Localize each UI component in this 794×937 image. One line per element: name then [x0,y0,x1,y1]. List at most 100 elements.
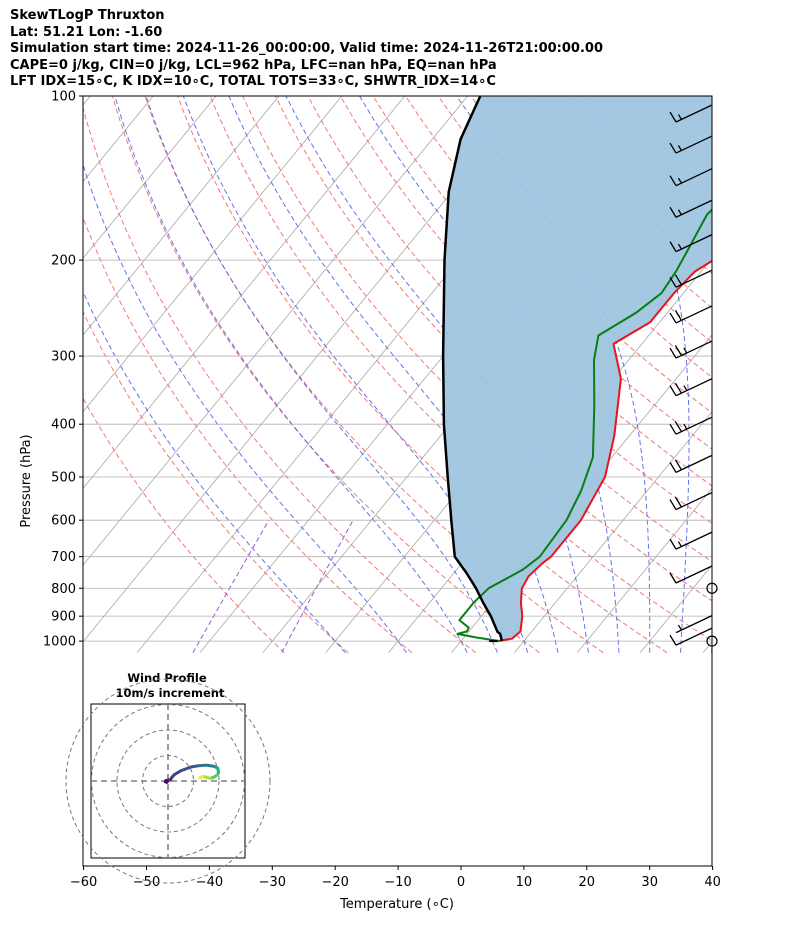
wind-barb [669,627,713,646]
moist-adiabat [228,96,559,653]
dry-adiabat [83,105,476,654]
wind-barb-staff [675,531,713,550]
wind-barb-half [677,624,682,631]
parcel-shade-area [443,96,712,642]
hodograph-ring [91,704,245,858]
dry-adiabat [470,96,712,343]
isotherm-line [83,96,406,490]
wind-barb-full [669,206,677,218]
wind-barb [669,168,713,187]
wind-barb [669,199,713,218]
wind-barb-full [669,385,677,397]
y-tick-label: 300 [51,350,76,365]
y-axis-ticks: 1000 900 800 700 600 500 400 300 200 100 [43,90,83,650]
index-line: LFT IDX=15∘C, K IDX=10∘C, TOTAL TOTS=33∘… [10,74,496,89]
wind-barb [669,378,713,397]
wind-barb [669,491,713,511]
x-tick-label: −10 [384,875,411,890]
wind-barb [669,305,713,324]
isotherm-line [702,641,712,653]
wind-barb-full [669,499,677,510]
wind-barb-full [674,496,682,508]
cape-line: CAPE=0 j/kg, CIN=0 j/kg, LCL=962 hPa, LF… [10,57,497,73]
wind-barb-half [677,209,682,216]
y-tick-label: 100 [51,90,76,105]
dry-adiabat [83,310,349,654]
wind-barb-full [669,538,677,550]
wind-barb-staff [675,416,713,435]
wind-barb [669,416,713,435]
dry-adiabat [274,96,712,563]
hodograph-subtitle: 10m/s increment [116,686,225,700]
wind-barb-full [674,345,682,356]
wind-barb-staff [675,135,713,154]
wind-barb-full [669,347,677,359]
wind-barb [669,565,713,584]
wind-barb-half [677,177,682,184]
wind-barb-staff [675,234,713,253]
wind-barb-half [677,145,682,151]
x-tick-label: −40 [196,875,223,890]
isotherm-line [83,96,343,413]
y-axis-label: Pressure (hPa) [19,434,34,527]
wind-barb-full [669,423,677,435]
wind-barb-half [677,541,682,547]
wind-barb-half [677,243,682,250]
wind-barb-staff [675,305,713,324]
x-tick-label: −50 [133,875,160,890]
wind-barb-full [674,421,682,432]
moist-adiabat [145,96,498,653]
wind-barb-staff [675,199,713,218]
x-tick-label: 0 [457,875,465,890]
wind-barb-full [669,142,677,154]
y-tick-label: 1000 [43,635,76,650]
wind-barb-full [669,175,677,186]
time-line: Simulation start time: 2024-11-26_00:00:… [10,41,603,56]
dry-adiabat [83,397,285,654]
wind-barb [669,269,713,288]
isotherm-line [766,96,794,653]
wind-profile-hodograph: Wind Profile 10m/s increment [65,671,271,884]
wind-barb-full [674,459,682,471]
isotherm-line [83,96,91,106]
wind-barb-staff [675,491,713,511]
wind-barb-staff [675,627,713,646]
y-tick-label: 800 [51,582,76,597]
wind-barb-half [683,385,688,391]
wind-barb [669,531,713,550]
wind-barb-staff [675,454,713,473]
hodograph-ring [116,729,220,833]
wind-barbs [669,104,718,647]
x-tick-label: 10 [516,875,533,890]
parcel-line [441,96,504,642]
x-axis-label: Temperature (∘C) [339,897,454,912]
wind-barb [669,135,713,154]
moist-adiabat [711,642,712,653]
wind-barb-full [674,310,682,321]
y-tick-label: 600 [51,514,76,529]
isotherm-line [83,96,217,259]
isotherm-line [0,96,27,653]
wind-barb-staff [675,378,713,397]
isotherm-line [83,96,468,566]
moist-adiabat [83,290,346,654]
dry-adiabat [83,216,413,654]
wind-barb-staff [675,340,713,359]
y-tick-label: 900 [51,610,76,625]
wind-barb [669,104,713,123]
profile-lines [441,96,712,643]
x-tick-label: 20 [579,875,596,890]
wind-barb-staff [675,104,713,123]
x-tick-label: −30 [259,875,286,890]
y-tick-label: 500 [51,471,76,486]
wind-barb-full [674,274,682,285]
plot-frame [82,95,713,867]
x-tick-label: 30 [641,875,658,890]
x-tick-label: −20 [321,875,348,890]
hodograph-ring [65,678,271,884]
wind-barb [669,234,713,253]
wind-barb-full [669,276,677,288]
chart-header: SkewTLogP Thruxton Lat: 51.21 Lon: -1.60… [10,8,603,91]
wind-barb-staff [675,565,713,584]
